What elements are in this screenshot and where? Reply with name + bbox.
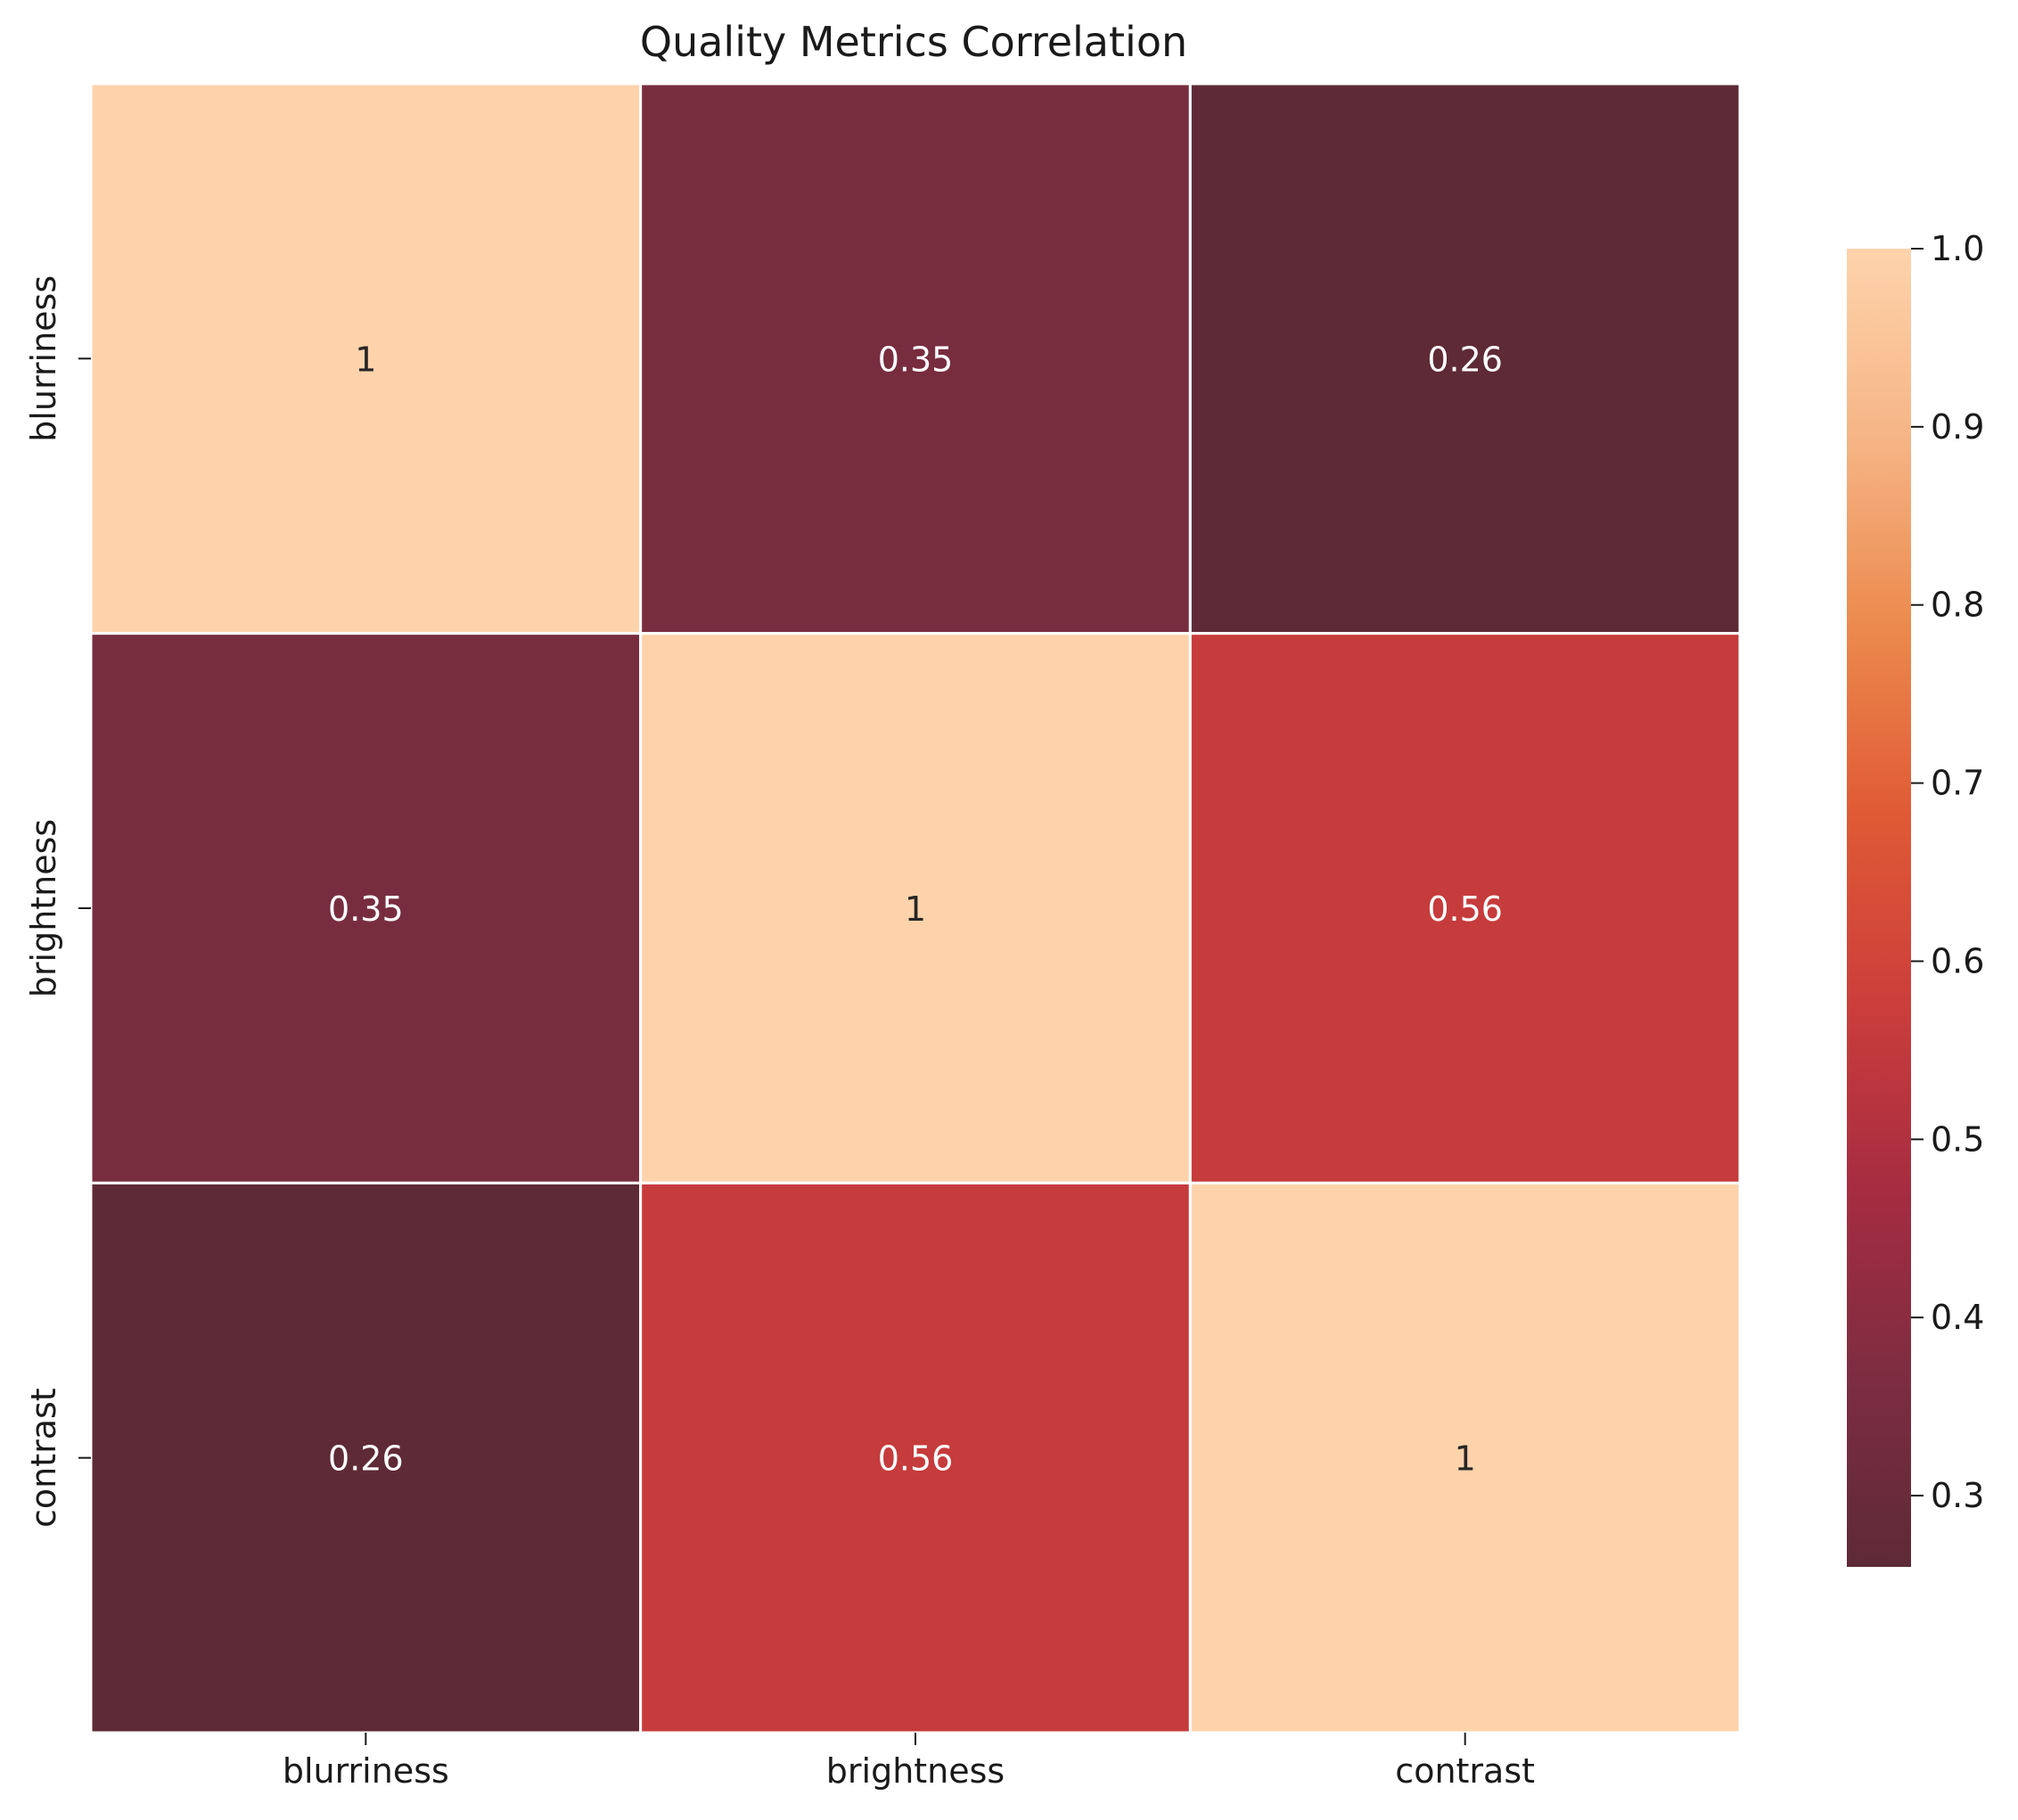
colorbar-tick-label: 0.8 <box>1931 586 1984 625</box>
colorbar-gradient <box>1847 249 1911 1567</box>
heatmap-cells <box>89 82 1742 1734</box>
cell-annotations: 1 0.35 0.26 0.35 1 0.56 0.26 0.56 1 <box>328 340 1503 1478</box>
cell-value-label: 0.56 <box>1427 890 1503 929</box>
cell-value-label: 1 <box>355 340 376 379</box>
colorbar-tick-label: 0.5 <box>1931 1119 1984 1159</box>
colorbar-tick-label: 0.6 <box>1931 941 1984 980</box>
cell-value-label: 1 <box>1455 1439 1476 1479</box>
x-tick-label: contrast <box>1395 1751 1535 1791</box>
x-axis: blurriness brightness contrast <box>283 1733 1535 1791</box>
y-tick-label: brightness <box>24 819 63 997</box>
y-axis: blurriness brightness contrast <box>24 275 91 1528</box>
colorbar: 0.3 0.4 0.5 0.6 0.7 0.8 0.9 1.0 <box>1847 229 1984 1567</box>
y-tick-label: blurriness <box>24 275 63 442</box>
cell-value-label: 0.26 <box>328 1439 404 1479</box>
heatmap-cell <box>639 82 1192 635</box>
colorbar-tick-label: 1.0 <box>1931 229 1984 268</box>
heatmap-cell <box>1188 632 1742 1185</box>
heatmap-cell <box>1188 82 1742 635</box>
heatmap-cell <box>89 1181 643 1734</box>
colorbar-tick-label: 0.4 <box>1931 1298 1984 1337</box>
y-tick-label: contrast <box>24 1388 63 1528</box>
cell-value-label: 0.35 <box>328 890 404 929</box>
heatmap-cell <box>89 82 643 635</box>
x-tick-label: brightness <box>826 1751 1005 1791</box>
cell-value-label: 0.56 <box>878 1439 954 1479</box>
heatmap-cell <box>639 1181 1192 1734</box>
chart-title: Quality Metrics Correlation <box>640 18 1187 66</box>
x-tick-label: blurriness <box>283 1751 449 1791</box>
cell-value-label: 1 <box>905 890 926 929</box>
colorbar-tick-label: 0.7 <box>1931 764 1984 803</box>
cell-value-label: 0.35 <box>878 340 954 379</box>
colorbar-tick-label: 0.9 <box>1931 407 1984 447</box>
cell-value-label: 0.26 <box>1427 340 1503 379</box>
heatmap-cell <box>1188 1181 1742 1734</box>
colorbar-tick-label: 0.3 <box>1931 1476 1984 1515</box>
heatmap-cell <box>89 632 643 1185</box>
